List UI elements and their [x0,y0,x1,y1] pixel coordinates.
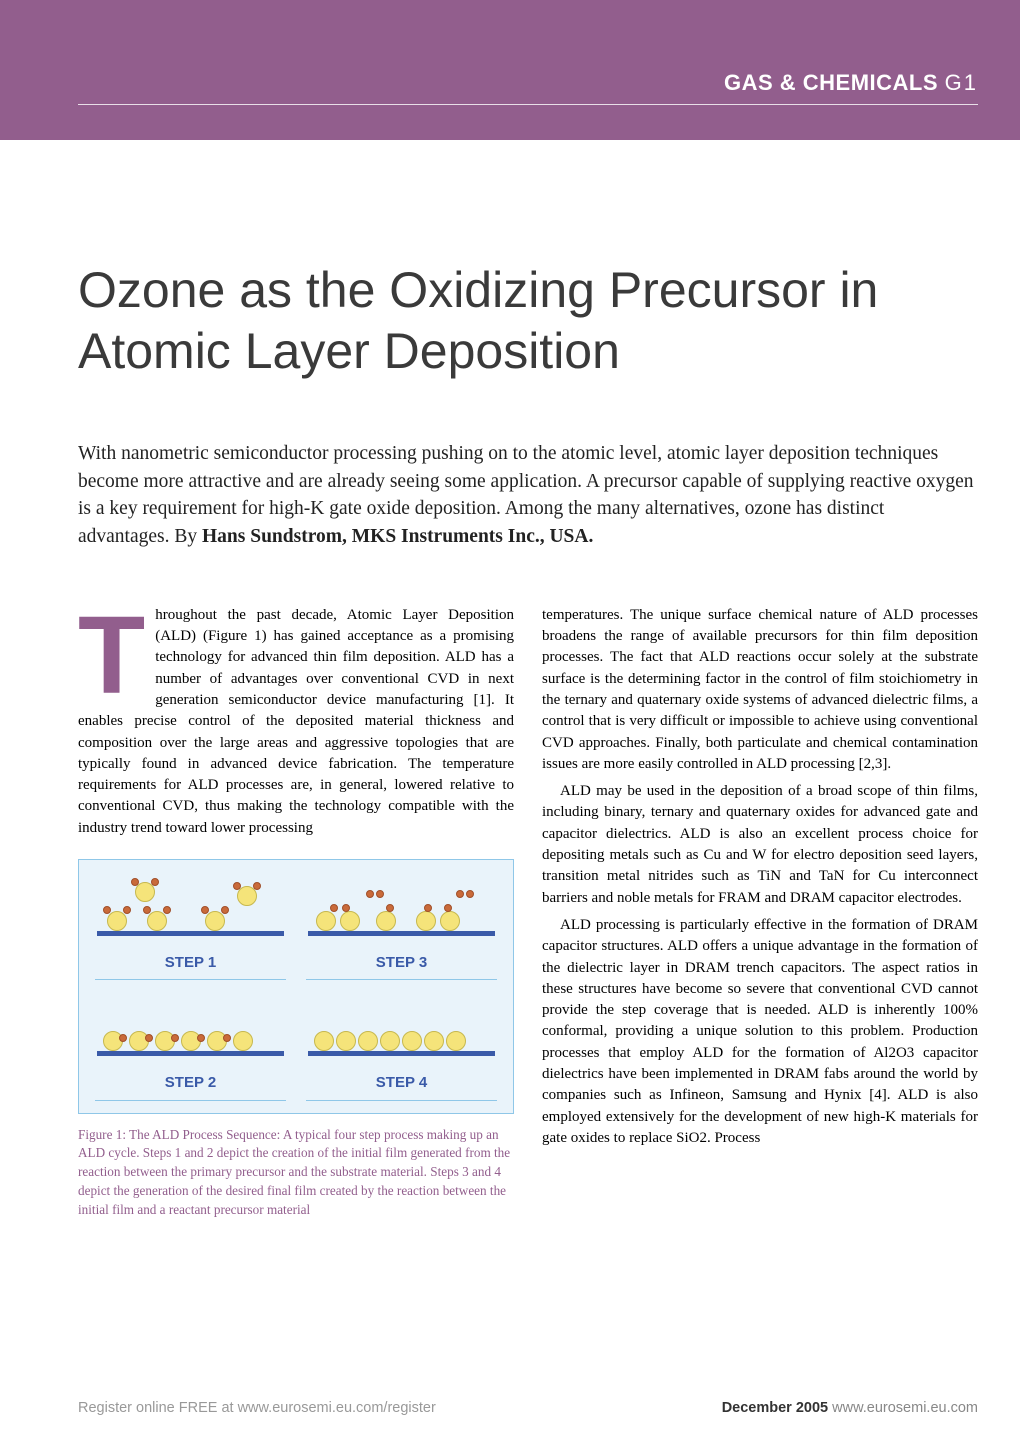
step-3-diagram [306,878,497,948]
substrate-line [97,931,284,936]
atom-icon [163,906,171,914]
molecule-icon [316,911,336,931]
step-4-cell: STEP 4 [306,998,497,1100]
atom-icon [376,890,384,898]
molecule-icon [205,911,225,931]
figure-grid: STEP 1 [95,878,497,1101]
step-1-label: STEP 1 [95,948,286,980]
molecule-icon [107,911,127,931]
atom-icon [456,890,464,898]
atom-icon [197,1034,205,1042]
substrate-line [97,1051,284,1056]
page-body: Ozone as the Oxidizing Precursor in Atom… [0,140,1020,1440]
atom-icon [342,904,350,912]
molecule-icon [376,911,396,931]
dropcap: T [78,605,155,699]
page-footer: Register online FREE at www.eurosemi.eu.… [78,1400,978,1416]
atom-icon [103,906,111,914]
atom-icon [145,1034,153,1042]
substrate-line [308,1051,495,1056]
atom-icon [466,890,474,898]
atom-icon [131,878,139,886]
standfirst: With nanometric semiconductor processing… [78,440,978,551]
atom-icon [366,890,374,898]
step-4-label: STEP 4 [306,1068,497,1100]
step-2-cell: STEP 2 [95,998,286,1100]
column-left: T hroughout the past decade, Atomic Laye… [78,605,514,1226]
atom-icon [123,906,131,914]
atom-icon [330,904,338,912]
column-right: temperatures. The unique surface chemica… [542,605,978,1226]
atom-icon [151,878,159,886]
atom-icon [201,906,209,914]
section-label: GAS & CHEMICALS G1 [78,70,978,105]
atom-icon [221,906,229,914]
footer-site: www.eurosemi.eu.com [828,1400,978,1416]
molecule-icon [314,1031,334,1051]
molecule-icon [446,1031,466,1051]
molecule-icon [147,911,167,931]
step-1-cell: STEP 1 [95,878,286,980]
atom-icon [444,904,452,912]
molecule-icon [424,1031,444,1051]
footer-date-bold: December 2005 [722,1400,828,1416]
section-code: G1 [945,70,978,95]
article-title: Ozone as the Oxidizing Precursor in Atom… [78,260,938,382]
atom-icon [119,1034,127,1042]
molecule-icon [233,1031,253,1051]
footer-register: Register online FREE at www.eurosemi.eu.… [78,1400,436,1416]
molecule-icon [380,1031,400,1051]
body-para-4: ALD processing is particularly effective… [542,915,978,1149]
figure-1-caption: Figure 1: The ALD Process Sequence: A ty… [78,1126,514,1220]
atom-icon [233,882,241,890]
molecule-icon [358,1031,378,1051]
molecule-icon [340,911,360,931]
atom-icon [424,904,432,912]
step-3-cell: STEP 3 [306,878,497,980]
atom-icon [253,882,261,890]
step-2-diagram [95,998,286,1068]
step-4-diagram [306,998,497,1068]
step-3-label: STEP 3 [306,948,497,980]
molecule-icon [402,1031,422,1051]
header-band: GAS & CHEMICALS G1 [0,0,1020,140]
molecule-icon [336,1031,356,1051]
atom-icon [223,1034,231,1042]
atom-icon [171,1034,179,1042]
molecule-icon [416,911,436,931]
body-para-3: ALD may be used in the deposition of a b… [542,781,978,909]
step-2-label: STEP 2 [95,1068,286,1100]
figure-1: STEP 1 [78,859,514,1114]
body-columns: T hroughout the past decade, Atomic Laye… [78,605,978,1226]
substrate-line [308,931,495,936]
footer-date: December 2005 www.eurosemi.eu.com [722,1400,978,1416]
body-para-2: temperatures. The unique surface chemica… [542,605,978,775]
molecule-icon [440,911,460,931]
atom-icon [386,904,394,912]
section-name: GAS & CHEMICALS [724,70,938,95]
body-para-1: T hroughout the past decade, Atomic Laye… [78,605,514,839]
atom-icon [143,906,151,914]
byline: Hans Sundstrom, MKS Instruments Inc., US… [202,526,593,547]
step-1-diagram [95,878,286,948]
